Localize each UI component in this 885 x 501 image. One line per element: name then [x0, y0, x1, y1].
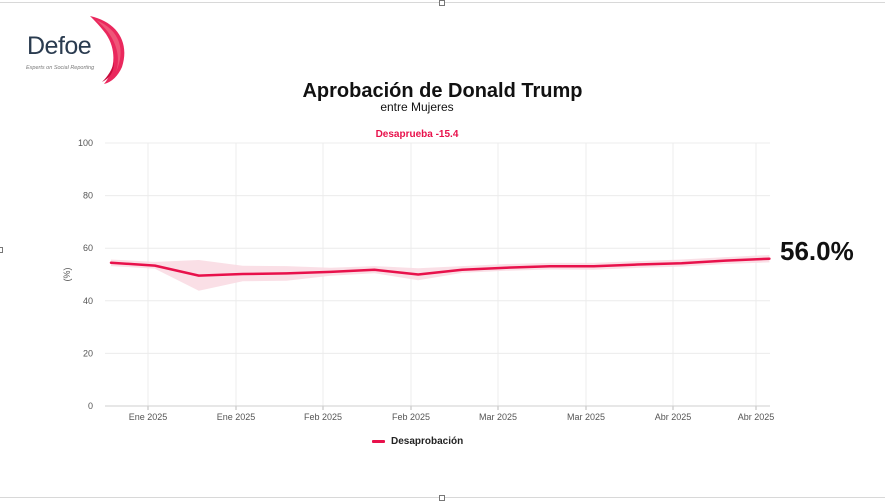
x-tick-label: Ene 2025 — [217, 412, 256, 422]
y-axis-title: (%) — [62, 268, 72, 282]
x-tick-label: Feb 2025 — [304, 412, 342, 422]
y-tick-label: 60 — [83, 243, 93, 253]
y-tick-label: 100 — [78, 138, 93, 148]
logo-ribbon-icon — [90, 16, 125, 84]
resize-handle-left[interactable] — [0, 247, 3, 253]
x-tick-label: Mar 2025 — [479, 412, 517, 422]
x-tick-label: Abr 2025 — [655, 412, 692, 422]
logo-wordmark: Defoe — [27, 32, 92, 60]
axis-layer: 0 20 40 60 80 100 Ene 2025 Ene 2025 Feb 2025 Feb … — [62, 138, 774, 422]
resize-handle-top[interactable] — [439, 0, 445, 6]
series-line-desaprobacion — [109, 257, 771, 277]
chart-title: Desaprueba -15.4 — [375, 129, 459, 140]
chart-legend[interactable]: Desaprobación — [372, 436, 463, 447]
defoe-logo: Defoe Experts on Social Reporting — [22, 12, 142, 92]
x-tick-label: Mar 2025 — [567, 412, 605, 422]
legend-swatch — [372, 440, 385, 443]
y-tick-label: 80 — [83, 191, 93, 201]
page-subtitle: entre Mujeres — [380, 100, 454, 114]
legend-label: Desaprobación — [391, 436, 464, 447]
series-line-layer — [109, 257, 771, 277]
x-tick-label: Abr 2025 — [738, 412, 775, 422]
logo-tagline: Experts on Social Reporting — [26, 65, 95, 71]
page-title: Aprobación de Donald Trump — [302, 80, 583, 102]
latest-value-label: 56.0% — [780, 236, 854, 266]
x-tick-label: Ene 2025 — [129, 412, 168, 422]
y-tick-label: 0 — [88, 401, 93, 411]
x-tick-label: Feb 2025 — [392, 412, 430, 422]
y-tick-label: 40 — [83, 296, 93, 306]
y-tick-label: 20 — [83, 348, 93, 358]
